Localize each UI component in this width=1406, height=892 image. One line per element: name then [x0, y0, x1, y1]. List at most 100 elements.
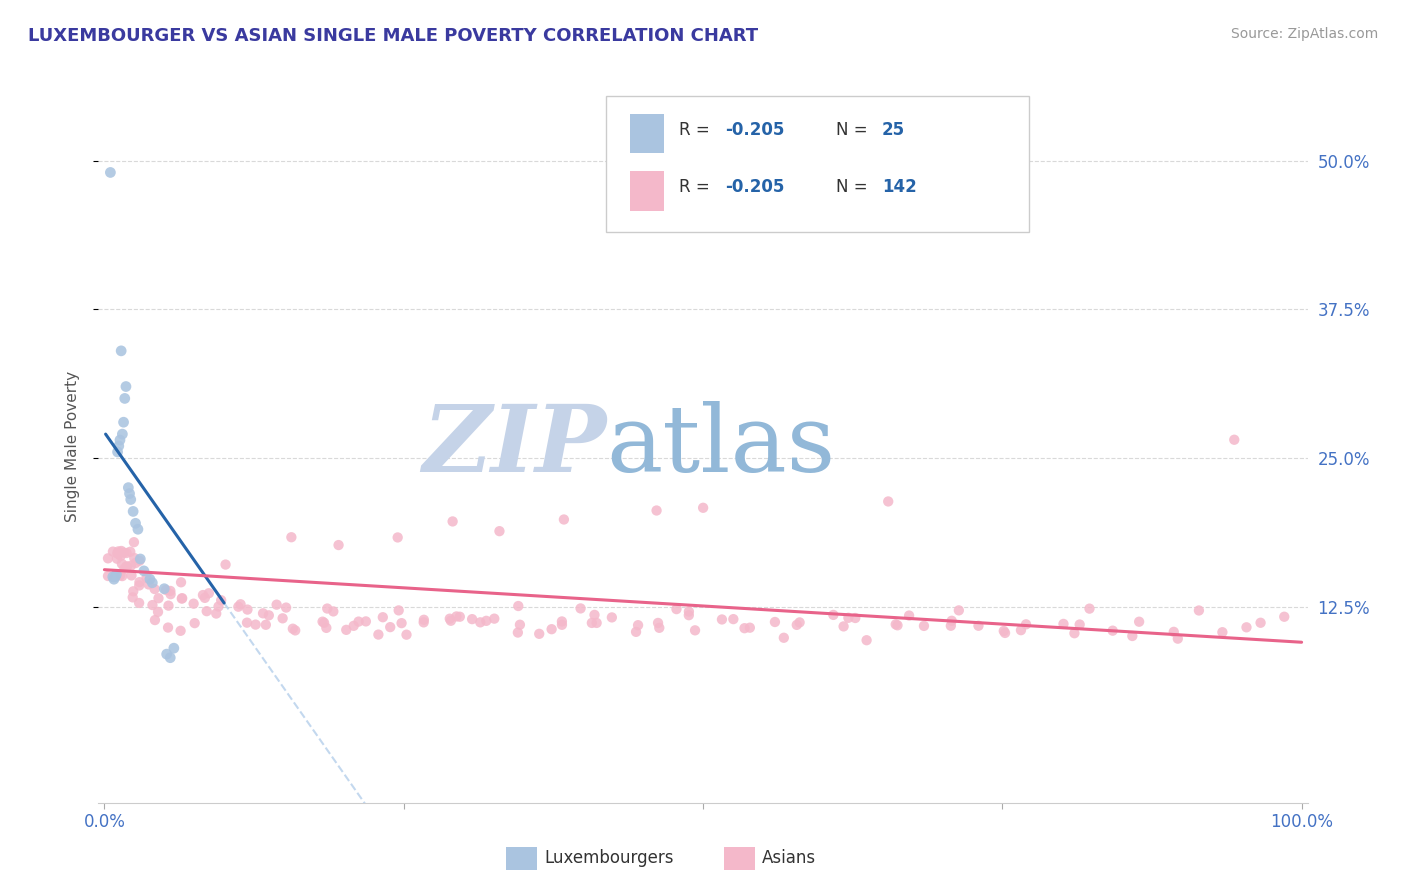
Point	[141, 575, 163, 590]
Point	[118, 486, 141, 500]
Point	[1188, 603, 1211, 617]
Point	[195, 604, 218, 618]
Point	[763, 615, 786, 629]
Point	[128, 575, 150, 590]
Text: 142: 142	[882, 178, 917, 196]
Point	[786, 618, 808, 632]
Point	[948, 603, 970, 617]
Point	[509, 617, 531, 632]
Point	[100, 165, 122, 179]
Point	[111, 427, 134, 442]
Point	[1052, 616, 1074, 631]
Point	[146, 605, 169, 619]
Point	[128, 554, 150, 568]
Point	[488, 524, 510, 538]
Point	[157, 621, 180, 635]
Point	[967, 619, 990, 633]
Point	[311, 615, 333, 629]
Point	[105, 546, 128, 560]
Point	[540, 622, 562, 636]
Point	[163, 641, 186, 656]
Point	[101, 544, 124, 558]
Point	[1211, 625, 1233, 640]
Point	[551, 617, 574, 632]
Point	[115, 559, 138, 574]
Point	[1010, 623, 1032, 637]
Point	[335, 623, 357, 637]
Point	[367, 627, 389, 641]
Point	[198, 586, 221, 600]
Point	[169, 624, 191, 638]
Point	[229, 597, 252, 611]
Point	[380, 620, 402, 634]
Point	[228, 599, 250, 614]
Point	[104, 570, 127, 584]
Point	[1015, 617, 1038, 632]
Point	[1078, 601, 1101, 615]
Point	[1163, 624, 1185, 639]
Point	[112, 546, 135, 560]
Point	[627, 618, 650, 632]
Point	[97, 569, 120, 583]
Point	[236, 602, 259, 616]
Point	[328, 538, 350, 552]
Point	[183, 597, 205, 611]
Text: Asians: Asians	[762, 849, 815, 867]
FancyBboxPatch shape	[630, 171, 664, 211]
Point	[315, 621, 337, 635]
Point	[600, 610, 623, 624]
Point	[1236, 620, 1258, 634]
Point	[877, 494, 900, 508]
FancyBboxPatch shape	[606, 96, 1029, 232]
Point	[159, 587, 181, 601]
Point	[236, 615, 259, 630]
Point	[710, 612, 733, 626]
Point	[183, 616, 205, 631]
Point	[205, 607, 228, 621]
Point	[257, 608, 280, 623]
Point	[101, 570, 124, 584]
Text: ZIP: ZIP	[422, 401, 606, 491]
Point	[884, 617, 907, 632]
Point	[529, 627, 551, 641]
Point	[439, 612, 461, 626]
Point	[114, 562, 136, 576]
Point	[135, 571, 157, 585]
Point	[108, 433, 131, 447]
Point	[127, 522, 149, 536]
Text: R =: R =	[679, 121, 714, 139]
Point	[155, 582, 177, 597]
Text: -0.205: -0.205	[724, 121, 785, 139]
Point	[939, 619, 962, 633]
Point	[551, 615, 574, 629]
Point	[97, 551, 120, 566]
Point	[128, 578, 150, 592]
Point	[585, 615, 607, 630]
Point	[844, 611, 866, 625]
Point	[138, 577, 160, 591]
Point	[388, 603, 411, 617]
Point	[581, 615, 603, 630]
Point	[506, 625, 529, 640]
Point	[107, 439, 129, 453]
Point	[1069, 617, 1091, 632]
Text: -0.205: -0.205	[724, 178, 785, 196]
Y-axis label: Single Male Poverty: Single Male Poverty	[65, 370, 80, 522]
Text: N =: N =	[837, 178, 873, 196]
Point	[110, 544, 132, 558]
Point	[143, 582, 166, 596]
Point	[121, 591, 143, 605]
Point	[648, 621, 671, 635]
Point	[886, 618, 908, 632]
Point	[470, 615, 492, 630]
Point	[837, 611, 859, 625]
Point	[347, 615, 370, 629]
Point	[143, 613, 166, 627]
Point	[129, 552, 152, 566]
FancyBboxPatch shape	[630, 114, 664, 153]
Point	[1223, 433, 1246, 447]
Point	[111, 557, 134, 571]
Text: atlas: atlas	[606, 401, 835, 491]
Point	[120, 492, 142, 507]
Point	[148, 591, 170, 606]
